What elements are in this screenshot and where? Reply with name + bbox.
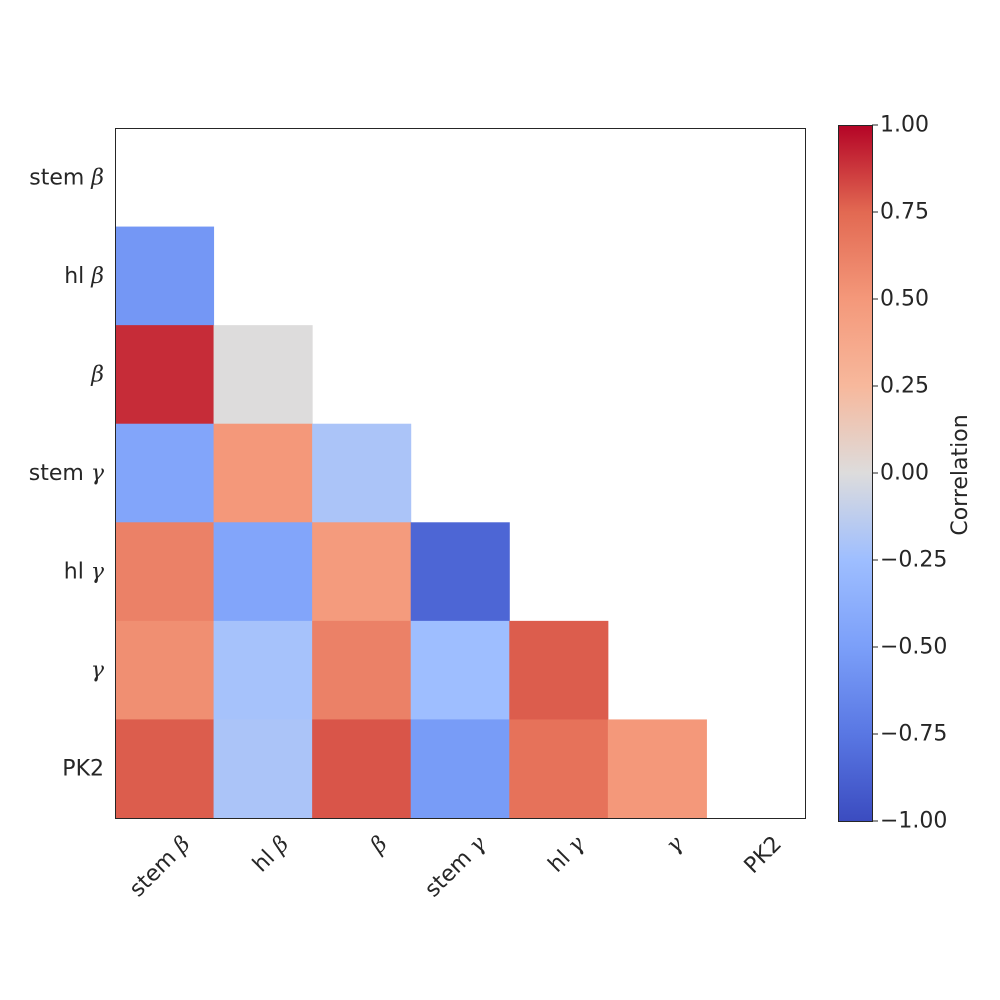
- heatmap-cell: [312, 423, 412, 523]
- y-tick-label: hl γ: [64, 559, 105, 584]
- colorbar-tick-label: −0.50: [880, 635, 947, 660]
- heatmap-cell: [509, 719, 609, 819]
- x-tick-label: β: [365, 831, 392, 858]
- colorbar-tick-label: 0.50: [880, 287, 929, 312]
- y-tick-label: stem γ: [29, 461, 105, 486]
- y-tick-label: γ: [91, 658, 105, 683]
- heatmap-cell: [410, 522, 510, 622]
- heatmap-cell: [312, 522, 412, 622]
- heatmap-cell: [213, 423, 313, 523]
- heatmap-cell: [509, 620, 609, 720]
- heatmap-cell: [115, 620, 215, 720]
- x-tick-label: γ: [661, 831, 689, 859]
- x-tick-label: stem γ: [420, 831, 491, 902]
- heatmap-cell: [213, 620, 313, 720]
- x-tick-label: hl β: [248, 831, 294, 877]
- heatmap-cell: [312, 719, 412, 819]
- plot-frame: [115, 128, 806, 819]
- heatmap-cell: [115, 325, 215, 425]
- x-tick-label: PK2: [739, 831, 786, 878]
- y-tick-label: PK2: [62, 756, 104, 781]
- colorbar-label: Correlation: [948, 414, 973, 535]
- heatmap-cell: [115, 719, 215, 819]
- colorbar-tick-label: −0.75: [880, 722, 947, 747]
- colorbar: 1.00 0.75 0.50 0.25 0.00 −0.25 −0.50 −0.75 −1.00…: [838, 113, 973, 834]
- colorbar-tick-label: −1.00: [880, 809, 947, 834]
- heatmap-cell: [410, 719, 510, 819]
- heatmap-cell: [213, 719, 313, 819]
- y-tick-label: β: [90, 362, 104, 387]
- x-tick-labels: stem β hl β β stem γ hl γ γ PK2: [125, 831, 787, 902]
- heatmap-cell: [312, 620, 412, 720]
- heatmap-cell: [115, 522, 215, 622]
- heatmap-cell: [115, 226, 215, 326]
- x-tick-label: stem β: [125, 831, 196, 902]
- heatmap-cells: [115, 226, 707, 819]
- y-tick-label: stem β: [29, 165, 104, 190]
- heatmap-cell: [213, 325, 313, 425]
- x-tick-label: hl γ: [543, 831, 590, 878]
- y-tick-labels: stem β hl β β stem γ hl γ γ PK2: [29, 165, 105, 781]
- colorbar-tick-label: 0.00: [880, 461, 929, 486]
- heatmap-cell: [410, 620, 510, 720]
- colorbar-tick-label: 1.00: [880, 113, 929, 138]
- colorbar-gradient: [838, 125, 872, 821]
- heatmap-cell: [607, 719, 707, 819]
- heatmap-cell: [213, 522, 313, 622]
- y-tick-label: hl β: [64, 263, 104, 288]
- colorbar-tick-label: 0.75: [880, 200, 929, 225]
- heatmap-cell: [115, 423, 215, 523]
- colorbar-tick-label: −0.25: [880, 548, 947, 573]
- colorbar-ticks: 1.00 0.75 0.50 0.25 0.00 −0.25 −0.50 −0.75 −1.00: [872, 113, 947, 834]
- colorbar-tick-label: 0.25: [880, 374, 929, 399]
